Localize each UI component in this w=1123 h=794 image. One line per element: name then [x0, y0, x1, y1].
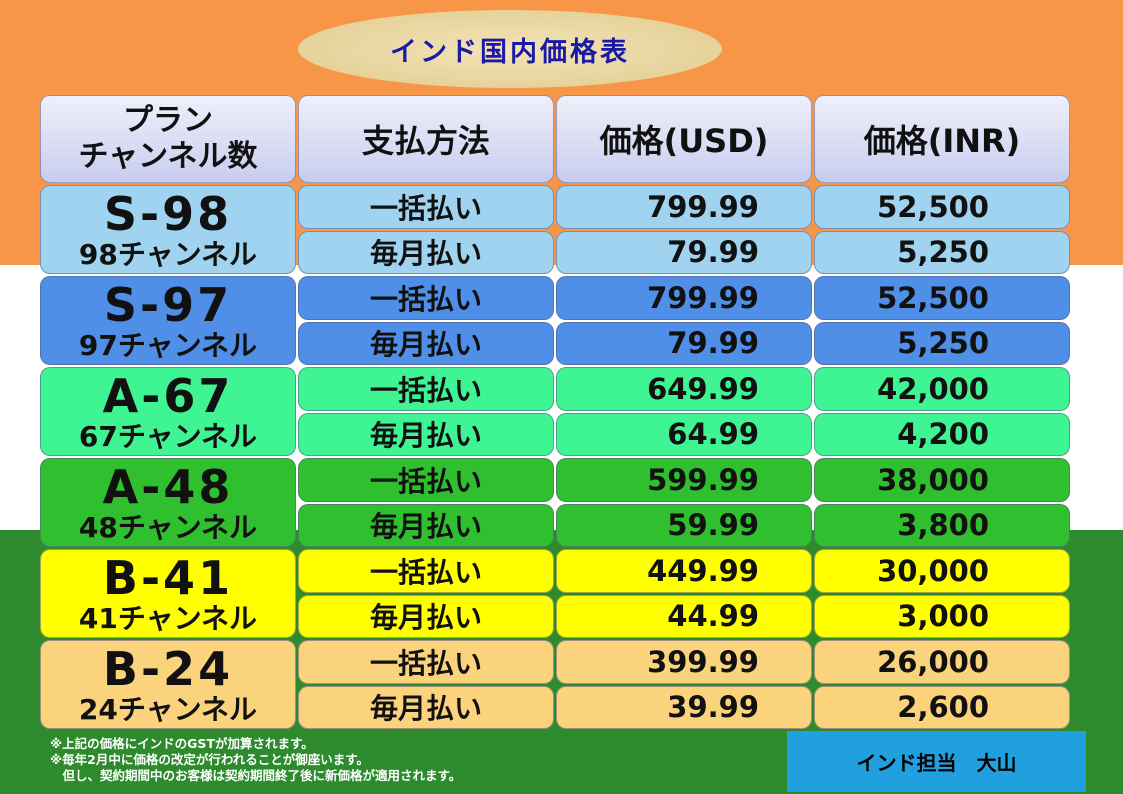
plan-channels: 67チャンネル [78, 419, 258, 453]
usd-price-cell: 39.99 [556, 685, 812, 729]
page-title: インド国内価格表 [390, 36, 630, 68]
payment-cell: 一括払い [298, 640, 554, 684]
usd-price-cell: 399.99 [556, 640, 812, 684]
payment-cell: 一括払い [298, 549, 554, 593]
usd-price-cell: 79.99 [556, 321, 812, 365]
plan-channels: 97チャンネル [78, 328, 258, 362]
inr-price-cell: 52,500 [814, 276, 1070, 320]
contact-person: インド担当 大山 [856, 751, 1017, 775]
plan-cell: A-67 67チャンネル [40, 367, 296, 456]
header-payment: 支払方法 [298, 95, 554, 183]
plan-cell: S-98 98チャンネル [40, 185, 296, 274]
usd-price-cell: 449.99 [556, 549, 812, 593]
inr-price-cell: 2,600 [814, 685, 1070, 729]
payment-cell: 毎月払い [298, 503, 554, 547]
usd-price-cell: 59.99 [556, 503, 812, 547]
plan-cell: B-24 24チャンネル [40, 640, 296, 729]
usd-price-cell: 599.99 [556, 458, 812, 502]
inr-price-cell: 26,000 [814, 640, 1070, 684]
payment-cell: 一括払い [298, 458, 554, 502]
inr-price-cell: 3,800 [814, 503, 1070, 547]
header-plan: プラン チャンネル数 [40, 95, 296, 183]
plan-channels: 41チャンネル [78, 601, 258, 635]
plan-code: B-41 [102, 550, 234, 605]
plan-channels: 48チャンネル [78, 510, 258, 544]
header-plan-line2: チャンネル数 [78, 139, 258, 174]
payment-cell: 毎月払い [298, 230, 554, 274]
plan-cell: A-48 48チャンネル [40, 458, 296, 547]
usd-price-cell: 649.99 [556, 367, 812, 411]
plan-code: B-24 [102, 641, 234, 696]
plan-code: A-67 [102, 368, 234, 423]
plan-channels: 98チャンネル [78, 237, 258, 271]
footnote: ※上記の価格にインドのGSTが加算されます。 [50, 736, 314, 751]
inr-price-cell: 5,250 [814, 321, 1070, 365]
inr-price-cell: 38,000 [814, 458, 1070, 502]
plan-code: S-97 [103, 277, 233, 332]
usd-price-cell: 799.99 [556, 185, 812, 229]
plan-cell: B-41 41チャンネル [40, 549, 296, 638]
plan-code: A-48 [102, 459, 234, 514]
inr-price-cell: 4,200 [814, 412, 1070, 456]
payment-cell: 一括払い [298, 367, 554, 411]
usd-price-cell: 44.99 [556, 594, 812, 638]
payment-cell: 一括払い [298, 185, 554, 229]
contact-box: インド担当 大山 [787, 731, 1086, 792]
plan-cell: S-97 97チャンネル [40, 276, 296, 365]
payment-cell: 毎月払い [298, 594, 554, 638]
footnotes: ※上記の価格にインドのGSTが加算されます。 ※毎年2月中に価格の改定が行われるこ… [50, 736, 461, 784]
header-usd: 価格(USD) [556, 95, 812, 183]
inr-price-cell: 52,500 [814, 185, 1070, 229]
footnote: ※毎年2月中に価格の改定が行われることが御座います。 [50, 752, 369, 767]
inr-price-cell: 3,000 [814, 594, 1070, 638]
header-plan-line1: プラン [123, 103, 213, 138]
inr-price-cell: 42,000 [814, 367, 1070, 411]
page-title-banner: インド国内価格表 [298, 10, 722, 88]
inr-price-cell: 5,250 [814, 230, 1070, 274]
footnote: 但し、契約期間中のお客様は契約期間終了後に新価格が適用されます。 [50, 768, 462, 783]
plan-code: S-98 [103, 186, 233, 241]
usd-price-cell: 799.99 [556, 276, 812, 320]
payment-cell: 毎月払い [298, 685, 554, 729]
plan-channels: 24チャンネル [78, 692, 258, 726]
header-inr: 価格(INR) [814, 95, 1070, 183]
payment-cell: 毎月払い [298, 321, 554, 365]
inr-price-cell: 30,000 [814, 549, 1070, 593]
usd-price-cell: 64.99 [556, 412, 812, 456]
usd-price-cell: 79.99 [556, 230, 812, 274]
payment-cell: 一括払い [298, 276, 554, 320]
payment-cell: 毎月払い [298, 412, 554, 456]
